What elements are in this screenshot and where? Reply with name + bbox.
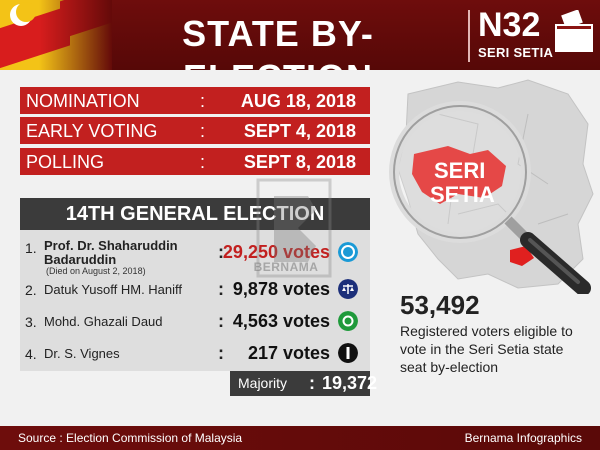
- candidate-name: Dr. S. Vignes: [44, 346, 120, 361]
- candidate-name: Mohd. Ghazali Daud: [44, 314, 163, 329]
- date-separator: :: [200, 152, 206, 172]
- candidate-votes: 29,250 votes: [222, 242, 330, 262]
- ballot-box-icon: [555, 10, 593, 52]
- registered-voters-count: 53,492: [400, 290, 480, 320]
- pas-green-logo-icon: [338, 311, 358, 331]
- seat-name: SERI SETIA: [478, 45, 554, 60]
- seri-setia-map: SERI SETIA: [389, 79, 594, 294]
- ge-results-table: 1. Prof. Dr. Shaharuddin Badaruddin (Die…: [20, 230, 370, 371]
- candidate-number: 2.: [25, 282, 37, 298]
- date-value: SEPT 4, 2018: [243, 121, 356, 141]
- candidate-name-line2: Badaruddin: [44, 252, 117, 267]
- map-label-line2: SETIA: [430, 182, 495, 207]
- candidate-number: 3.: [25, 314, 37, 330]
- bernama-watermark-logo: [256, 178, 332, 278]
- date-row-nomination: NOMINATION : AUG 18, 2018: [20, 87, 370, 114]
- candidate-votes: 4,563 votes: [232, 311, 330, 331]
- map-label-line1: SERI: [434, 158, 485, 183]
- candidate-votes: 217 votes: [247, 343, 330, 363]
- footer-bar: Source : Election Commission of Malaysia…: [0, 426, 600, 450]
- date-label: EARLY VOTING: [26, 121, 158, 141]
- seat-code: N32: [478, 6, 541, 44]
- votes-separator: :: [218, 311, 224, 331]
- page-title: STATE BY-ELECTION: [182, 13, 374, 70]
- date-row-polling: POLLING : SEPT 8, 2018: [20, 148, 370, 175]
- brand-credit: Bernama Infographics: [464, 431, 582, 445]
- candidate-note: (Died on August 2, 2018): [46, 266, 146, 276]
- date-value: SEPT 8, 2018: [243, 152, 356, 172]
- date-separator: :: [200, 121, 206, 141]
- candidate-row: 2. Datuk Yusoff HM. Haniff : 9,878 votes: [20, 276, 370, 304]
- candidate-name: Prof. Dr. Shaharuddin: [44, 238, 178, 253]
- ge-title: 14TH GENERAL ELECTION: [20, 198, 370, 230]
- majority-box: Majority : 19,372: [230, 371, 377, 396]
- independent-logo-icon: [338, 343, 358, 363]
- candidate-row: 4. Dr. S. Vignes : 217 votes: [20, 340, 370, 368]
- date-label: POLLING: [26, 152, 105, 172]
- candidate-votes: 9,878 votes: [232, 279, 330, 299]
- header-divider: [468, 10, 470, 62]
- header-banner: STATE BY-ELECTION N32 SERI SETIA: [0, 0, 600, 70]
- votes-separator: :: [218, 279, 224, 299]
- pas-logo-icon: [338, 242, 358, 262]
- registered-voters-description: Registered voters eligible to vote in th…: [400, 323, 573, 375]
- candidate-row: 1. Prof. Dr. Shaharuddin Badaruddin (Die…: [20, 236, 370, 276]
- votes-separator: :: [218, 343, 224, 363]
- candidate-number: 4.: [25, 346, 37, 362]
- votes-separator: :: [218, 242, 224, 262]
- source-credit: Source : Election Commission of Malaysia: [18, 431, 243, 445]
- candidate-number: 1.: [25, 240, 37, 256]
- date-value: AUG 18, 2018: [240, 91, 356, 111]
- majority-separator: :: [309, 373, 315, 393]
- bn-logo-icon: [338, 279, 358, 299]
- watermark-text: BERNAMA: [253, 260, 319, 274]
- candidate-name: Datuk Yusoff HM. Haniff: [44, 282, 183, 297]
- date-separator: :: [200, 91, 206, 111]
- candidate-row: 3. Mohd. Ghazali Daud : 4,563 votes: [20, 308, 370, 336]
- date-label: NOMINATION: [26, 91, 140, 111]
- majority-label: Majority: [238, 375, 288, 391]
- majority-value: 19,372: [322, 373, 378, 393]
- date-row-early-voting: EARLY VOTING : SEPT 4, 2018: [20, 117, 370, 144]
- selangor-flag: [0, 0, 112, 70]
